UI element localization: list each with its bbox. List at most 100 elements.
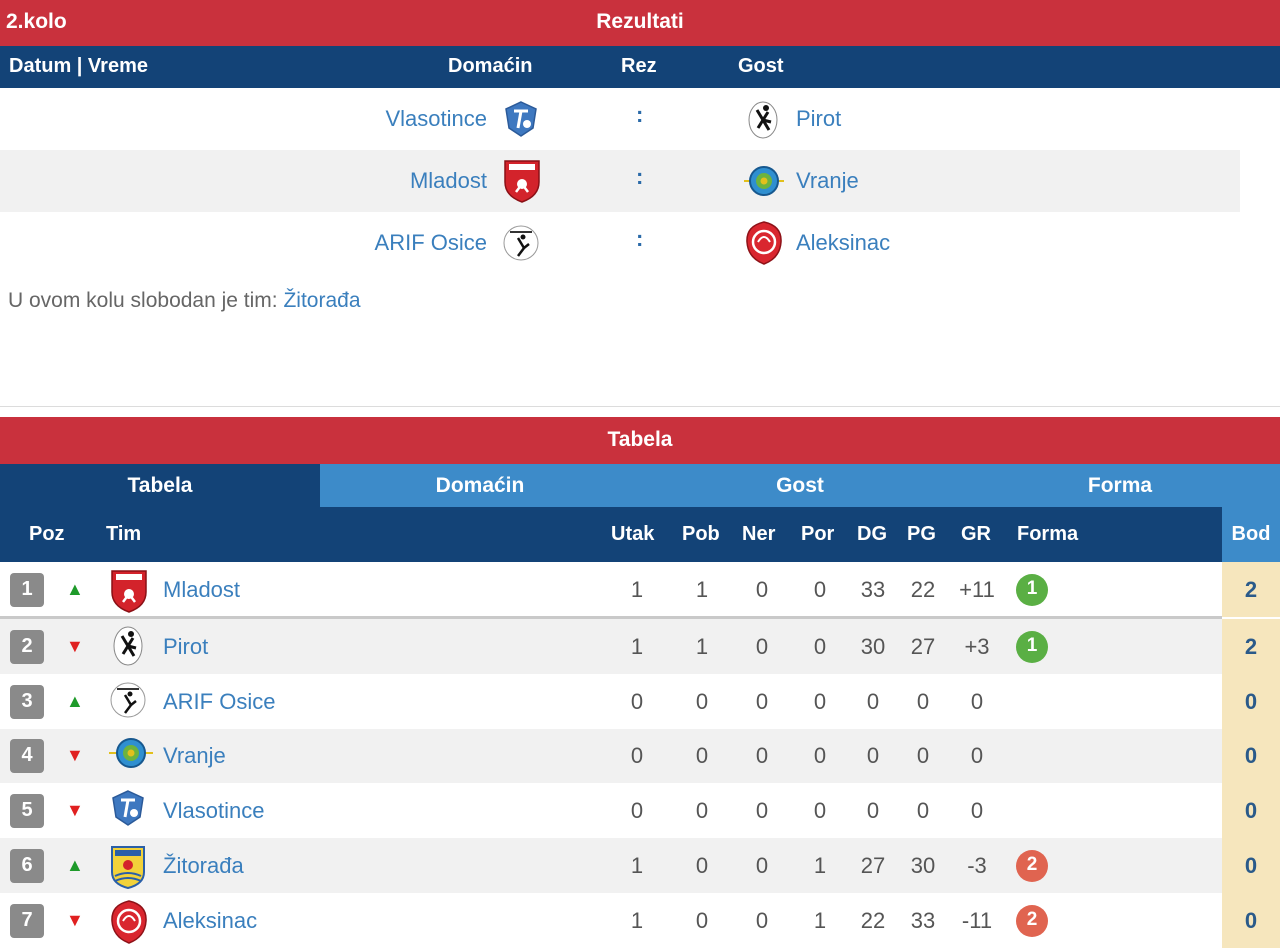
bye-notice: U ovom kolu slobodan je tim: Žitorađa (8, 289, 361, 313)
cell-gf: 0 (866, 743, 880, 768)
cell-gf: 0 (866, 798, 880, 823)
bye-text: U ovom kolu slobodan je tim: (8, 289, 278, 312)
cell-lost: 0 (813, 798, 827, 823)
tab-gost[interactable]: Gost (640, 464, 960, 507)
col-score: Rez (621, 55, 657, 77)
promotion-divider (0, 616, 1222, 619)
cell-ga: 22 (910, 577, 936, 602)
cell-won: 0 (695, 908, 709, 933)
position-badge: 4 (10, 739, 44, 773)
away-team-link[interactable]: Pirot (796, 106, 842, 131)
round-label: 2.kolo (6, 10, 67, 33)
tab-tabela[interactable]: Tabela (0, 464, 320, 507)
team-link[interactable]: Pirot (163, 634, 209, 659)
cell-points: 0 (1222, 729, 1280, 783)
cell-goal-diff: 0 (970, 689, 984, 714)
cell-points: 2 (1222, 619, 1280, 674)
team-link[interactable]: Vranje (163, 743, 226, 768)
team-link[interactable]: Mladost (163, 577, 241, 602)
away-team-link[interactable]: Vranje (796, 168, 859, 193)
col-home: Domaćin (448, 55, 533, 77)
table-row: 7 ▼ Aleksinac 1 0 0 1 22 33 -11 2 0 (0, 893, 1280, 948)
cell-lost: 0 (813, 689, 827, 714)
col-away: Gost (738, 55, 784, 77)
cell-won: 0 (695, 689, 709, 714)
match-row: Vlasotince : Pirot (0, 88, 1240, 150)
position-badge: 7 (10, 904, 44, 938)
col-form: Forma (1017, 523, 1079, 545)
cell-gf: 30 (860, 634, 886, 659)
trend-up-icon: ▲ (66, 855, 84, 875)
vlasotince-logo-icon (502, 100, 540, 138)
cell-points: 0 (1222, 838, 1280, 893)
cell-won: 0 (695, 743, 709, 768)
away-team-link[interactable]: Aleksinac (796, 230, 891, 255)
aleksinac-logo-icon (744, 220, 782, 265)
standings-column-header: Poz Tim Utak Pob Ner Por DG PG GR Forma … (0, 507, 1280, 562)
tab-forma[interactable]: Forma (960, 464, 1280, 507)
cell-ga: 30 (910, 853, 936, 878)
table-row: 3 ▲ ARIF Osice 0 0 0 0 0 0 0 0 (0, 674, 1280, 729)
trend-up-icon: ▲ (66, 579, 84, 599)
cell-ga: 0 (916, 798, 930, 823)
results-column-header: Datum | Vreme Domaćin Rez Gost (0, 46, 1280, 88)
cell-won: 0 (695, 853, 709, 878)
cell-goal-diff: +3 (964, 634, 990, 659)
tab-domacin[interactable]: Domaćin (320, 464, 640, 507)
cell-won: 1 (695, 634, 709, 659)
cell-points: 0 (1222, 674, 1280, 729)
cell-draw: 0 (755, 743, 769, 768)
cell-ga: 27 (910, 634, 936, 659)
match-row: ARIF Osice : Aleksinac (0, 212, 1240, 274)
col-played: Utak (611, 523, 655, 545)
team-link[interactable]: Vlasotince (163, 798, 265, 823)
form-badge[interactable]: 2 (1016, 850, 1048, 882)
table-row: 2 ▼ Pirot 1 1 0 0 30 27 +3 1 2 (0, 619, 1280, 674)
cell-won: 0 (695, 798, 709, 823)
home-team-link[interactable]: Vlasotince (385, 106, 487, 131)
col-date-time: Datum | Vreme (9, 55, 148, 77)
cell-points: 2 (1222, 562, 1280, 617)
home-team-link[interactable]: ARIF Osice (374, 230, 487, 255)
trend-down-icon: ▼ (66, 800, 84, 820)
team-link[interactable]: ARIF Osice (163, 689, 276, 714)
form-badge[interactable]: 2 (1016, 905, 1048, 937)
form-badge[interactable]: 1 (1016, 631, 1048, 663)
cell-played: 1 (630, 577, 644, 602)
bye-team-link[interactable]: Žitorađa (283, 289, 361, 312)
col-goals-against: PG (907, 523, 936, 545)
position-badge: 6 (10, 849, 44, 883)
standings-header: Tabela (0, 417, 1280, 464)
cell-ga: 0 (916, 689, 930, 714)
table-row: 1 ▲ Mladost 1 1 0 0 33 22 +11 1 2 (0, 562, 1280, 617)
position-badge: 3 (10, 685, 44, 719)
col-draw: Ner (742, 523, 776, 545)
cell-lost: 0 (813, 743, 827, 768)
vlasotince-logo-icon (109, 789, 149, 831)
vranje-logo-icon (744, 162, 784, 200)
cell-played: 1 (630, 908, 644, 933)
cell-lost: 1 (813, 853, 827, 878)
cell-draw: 0 (755, 634, 769, 659)
standings-title: Tabela (607, 428, 673, 451)
cell-points: 0 (1222, 783, 1280, 838)
position-badge: 1 (10, 573, 44, 607)
cell-goal-diff: -3 (967, 853, 987, 878)
team-link[interactable]: Aleksinac (163, 908, 258, 933)
aleksinac-logo-icon (109, 899, 149, 944)
col-won: Pob (682, 523, 720, 545)
pirot-logo-icon (744, 100, 782, 139)
cell-gf: 33 (860, 577, 886, 602)
position-badge: 2 (10, 630, 44, 664)
cell-played: 1 (630, 634, 644, 659)
form-badge[interactable]: 1 (1016, 574, 1048, 606)
cell-played: 0 (630, 798, 644, 823)
col-team: Tim (106, 523, 142, 545)
cell-gf: 27 (860, 853, 886, 878)
home-team-link[interactable]: Mladost (409, 168, 487, 193)
cell-lost: 0 (813, 634, 827, 659)
team-link[interactable]: Žitorađa (163, 853, 244, 878)
score: : (636, 226, 644, 251)
cell-won: 1 (695, 577, 709, 602)
cell-lost: 0 (813, 577, 827, 602)
